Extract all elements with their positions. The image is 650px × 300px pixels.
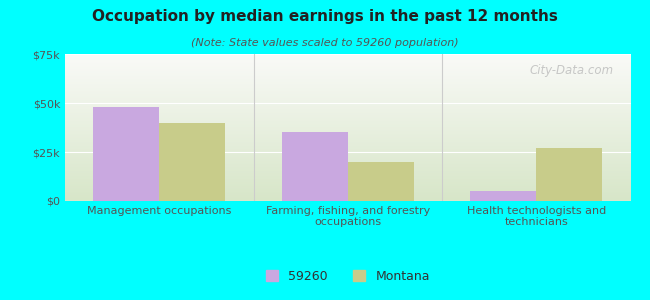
Bar	[348, 162, 413, 201]
Bar	[281, 132, 348, 201]
Text: City-Data.com: City-Data.com	[529, 64, 614, 77]
Text: Occupation by median earnings in the past 12 months: Occupation by median earnings in the pas…	[92, 9, 558, 24]
Legend: 59260, Montana: 59260, Montana	[266, 270, 430, 283]
Bar	[536, 148, 602, 201]
Bar	[159, 123, 225, 201]
Text: (Note: State values scaled to 59260 population): (Note: State values scaled to 59260 popu…	[191, 38, 459, 47]
Bar	[470, 191, 536, 201]
Bar	[94, 107, 159, 201]
